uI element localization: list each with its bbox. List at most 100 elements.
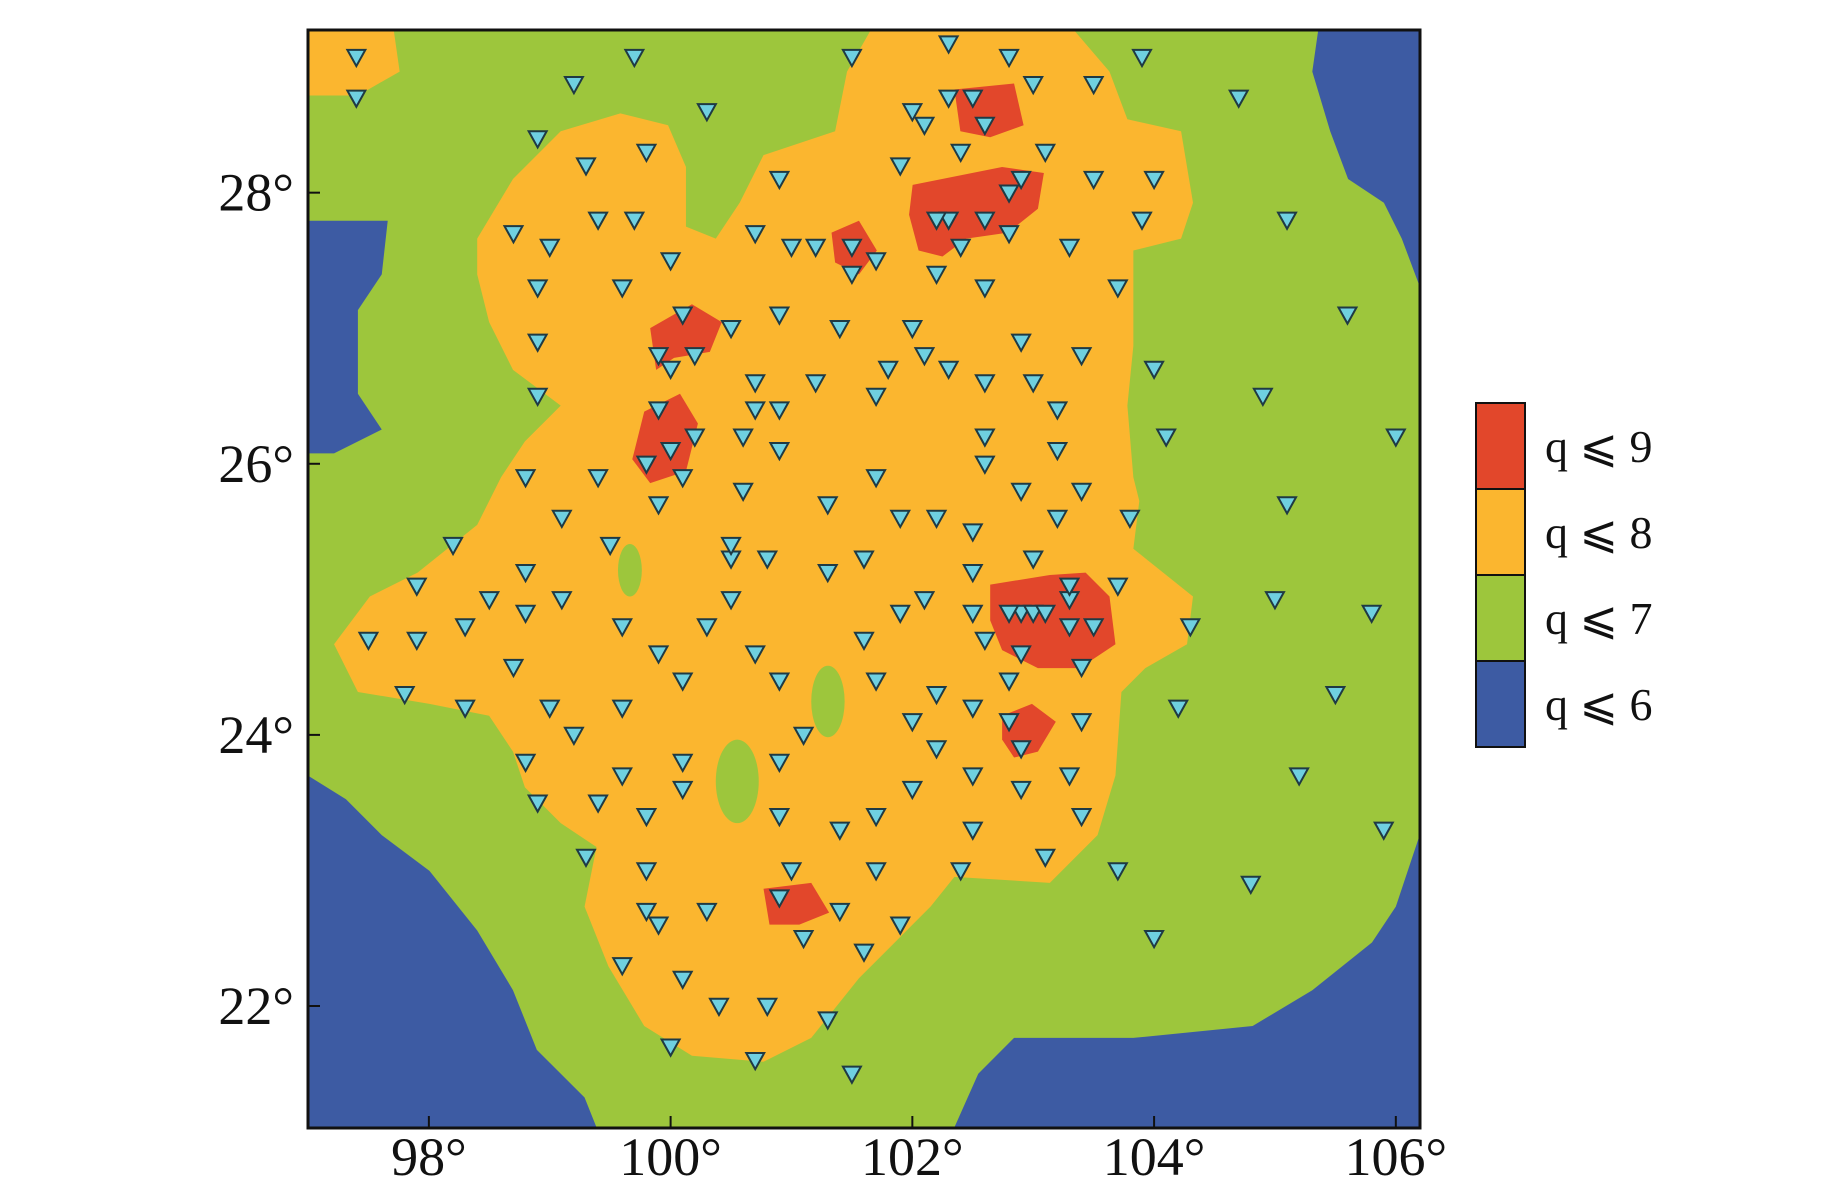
station-marker	[671, 672, 694, 692]
station-marker	[623, 48, 646, 69]
station-marker	[406, 577, 428, 597]
station-marker	[962, 699, 984, 719]
station-marker	[1360, 604, 1383, 624]
station-marker	[671, 780, 694, 801]
x-tick-label: 102°	[861, 1127, 964, 1181]
station-marker	[949, 143, 972, 164]
station-marker	[962, 523, 984, 543]
station-marker	[696, 618, 718, 638]
station-marker	[1022, 550, 1044, 570]
station-marker	[442, 536, 464, 557]
station-marker	[1070, 713, 1093, 733]
station-marker	[768, 889, 791, 909]
map-area	[308, 30, 1420, 1128]
station-marker	[1252, 387, 1274, 408]
station-marker	[901, 320, 924, 340]
station-marker	[768, 170, 791, 191]
station-marker	[889, 916, 911, 936]
station-marker	[720, 591, 742, 611]
station-marker	[1010, 482, 1032, 502]
station-marker	[1143, 170, 1165, 191]
station-marker	[841, 48, 863, 69]
station-marker	[804, 238, 827, 258]
station-marker	[925, 265, 948, 286]
station-marker	[551, 591, 573, 611]
station-marker	[998, 672, 1020, 692]
station-marker	[865, 808, 887, 828]
station-marker	[635, 902, 658, 923]
station-marker	[1010, 740, 1032, 760]
station-marker	[1082, 170, 1105, 191]
station-marker	[1119, 509, 1141, 530]
station-marker	[913, 116, 936, 136]
station-marker	[1240, 875, 1262, 896]
station-marker	[1228, 89, 1250, 109]
station-marker	[756, 997, 779, 1018]
station-marker	[1058, 577, 1081, 597]
station-marker	[998, 184, 1020, 204]
station-marker	[744, 401, 766, 421]
station-marker	[974, 116, 996, 136]
station-marker	[792, 726, 815, 746]
legend-swatch	[1475, 488, 1526, 576]
station-marker	[889, 604, 911, 624]
station-marker	[526, 794, 549, 814]
station-marker	[925, 740, 948, 760]
station-marker	[696, 902, 718, 923]
station-marker	[817, 496, 839, 516]
region-q6	[1312, 30, 1420, 287]
station-marker	[647, 645, 670, 665]
station-marker	[671, 970, 694, 990]
station-marker	[720, 320, 742, 340]
station-marker	[393, 686, 416, 706]
station-marker	[696, 103, 718, 123]
station-marker	[937, 89, 960, 109]
station-marker	[526, 333, 549, 353]
station-marker	[962, 821, 984, 841]
station-marker	[732, 428, 754, 448]
station-marker	[768, 401, 791, 421]
station-marker	[611, 767, 633, 787]
station-marker	[1082, 76, 1105, 96]
station-marker	[1107, 279, 1129, 299]
station-marker	[913, 591, 936, 611]
station-marker	[599, 536, 621, 557]
station-marker	[611, 618, 633, 638]
station-marker	[841, 1065, 863, 1085]
station-marker	[563, 726, 585, 746]
station-marker	[974, 455, 996, 475]
stations	[345, 35, 1407, 1085]
legend-label: q ⩽ 8	[1545, 507, 1653, 558]
station-marker	[1058, 238, 1081, 258]
station-marker	[1082, 618, 1105, 638]
station-marker	[1022, 76, 1044, 96]
station-marker	[1070, 808, 1093, 828]
station-marker	[865, 387, 887, 408]
station-marker	[744, 645, 766, 665]
station-marker	[925, 509, 948, 530]
station-marker	[901, 780, 924, 801]
station-marker	[974, 631, 996, 652]
region-q7	[617, 544, 642, 597]
station-marker	[949, 238, 972, 258]
station-marker	[514, 564, 537, 584]
station-marker	[345, 89, 368, 109]
station-marker	[587, 469, 609, 489]
station-marker	[635, 455, 658, 475]
station-marker	[1288, 767, 1310, 787]
station-marker	[345, 48, 368, 69]
y-tick-label: 26°	[218, 434, 294, 494]
station-marker	[829, 821, 851, 841]
station-marker	[865, 469, 887, 489]
station-marker	[684, 347, 706, 367]
station-marker	[974, 428, 996, 448]
station-marker	[611, 699, 633, 719]
legend: q ⩽ 9 q ⩽ 8 q ⩽ 7 q ⩽ 6	[1475, 402, 1653, 748]
x-tick-label: 100°	[619, 1127, 722, 1181]
x-tick-label: 98°	[391, 1127, 467, 1181]
station-marker	[744, 1052, 766, 1072]
legend-label: q ⩽ 9	[1545, 421, 1653, 472]
station-marker	[937, 360, 960, 380]
